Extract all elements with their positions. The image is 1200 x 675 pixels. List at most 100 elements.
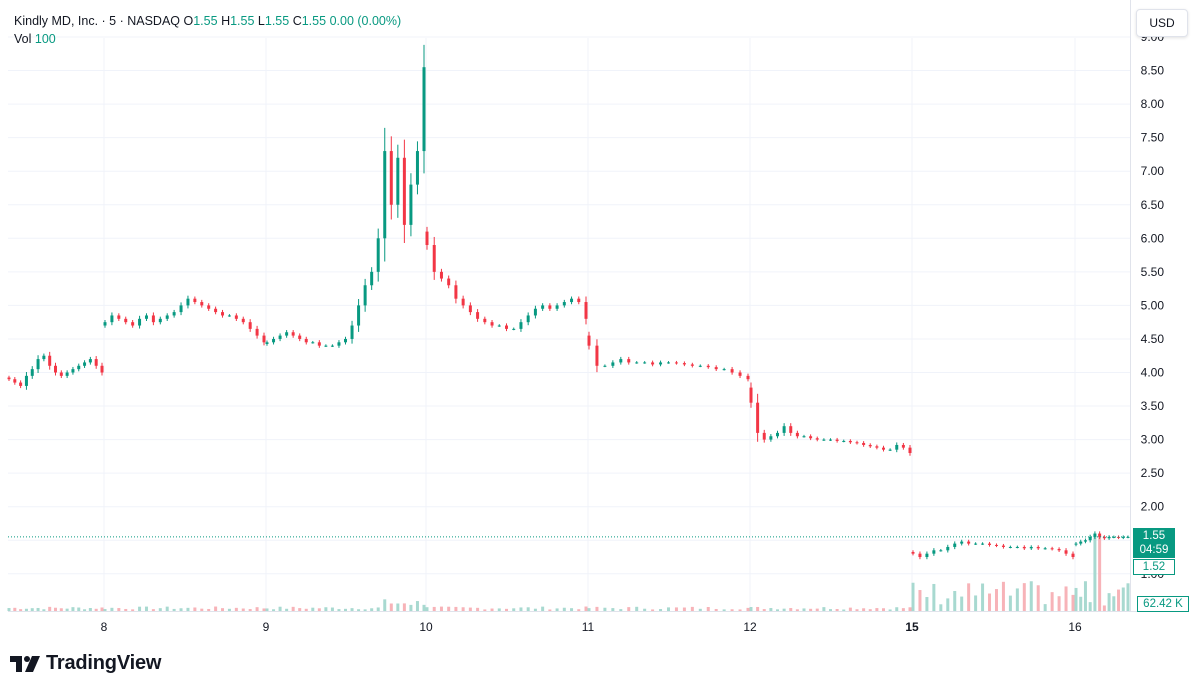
volume-bar — [186, 607, 190, 611]
volume-bar — [402, 603, 406, 611]
volume-bar — [789, 608, 793, 611]
candle-body — [117, 315, 121, 319]
volume-bar — [432, 606, 436, 611]
y-tick-label: 6.00 — [1141, 231, 1165, 245]
candle-body — [901, 444, 905, 448]
candle-body — [651, 362, 655, 365]
volume-bar — [1022, 583, 1026, 611]
volume-bar — [842, 609, 846, 611]
volume-bar — [875, 608, 879, 611]
currency-button[interactable]: USD — [1136, 9, 1188, 37]
volume-bar — [350, 608, 354, 611]
volume-bar — [635, 606, 639, 611]
y-tick-label: 8.00 — [1141, 97, 1165, 111]
candle-body — [932, 550, 936, 554]
candle-body — [179, 305, 183, 313]
volume-bar — [88, 608, 92, 611]
candle-body — [1029, 546, 1033, 549]
candle-body — [265, 342, 269, 344]
volume-bar — [324, 607, 328, 611]
candle-body — [722, 369, 726, 371]
candle-body — [415, 151, 419, 185]
volume-bar — [577, 609, 581, 611]
volume-bar — [584, 606, 588, 611]
candle-body — [570, 298, 574, 303]
candle-body — [19, 382, 23, 386]
candle-body — [304, 338, 308, 343]
candle-body — [946, 546, 950, 551]
candle-body — [994, 544, 998, 546]
candle-body — [842, 440, 846, 442]
candle-body — [262, 335, 266, 343]
candle-body — [497, 325, 501, 327]
volume-bar — [304, 608, 308, 611]
y-tick-label: 7.50 — [1141, 131, 1165, 145]
candle-body — [483, 318, 487, 323]
candle-body — [562, 302, 566, 306]
volume-bar — [587, 608, 591, 611]
volume-bar — [1126, 583, 1130, 611]
volume-bar — [981, 583, 985, 611]
volume-bar — [234, 607, 238, 611]
candle-body — [77, 365, 81, 370]
candle-body — [595, 345, 599, 366]
candle-body — [317, 342, 321, 346]
volume-bar — [519, 607, 523, 611]
volume-bar — [262, 608, 266, 611]
volume-bar — [526, 607, 530, 611]
y-tick-label: 2.00 — [1141, 500, 1165, 514]
candle-body — [918, 553, 922, 558]
candle-body — [383, 151, 387, 239]
candle-body — [1001, 545, 1005, 547]
volume-bar — [925, 597, 929, 611]
candle-body — [519, 322, 523, 329]
volume-bar — [918, 590, 922, 611]
candle-body — [822, 439, 826, 441]
candle-body — [396, 157, 400, 205]
candle-body — [809, 436, 813, 439]
candle-body — [855, 442, 859, 444]
volume-bar — [730, 609, 734, 611]
volume-bar — [815, 608, 819, 611]
candle-body — [42, 355, 46, 360]
open-label: O — [183, 14, 194, 28]
candle-body — [875, 446, 879, 448]
candle-body — [659, 362, 663, 365]
candle-body — [13, 379, 17, 383]
candle-body — [635, 362, 639, 364]
volume-bar — [690, 606, 694, 611]
candle-body — [1050, 548, 1054, 550]
low-label: L — [257, 14, 265, 28]
candle-body — [706, 365, 710, 368]
candle-body — [234, 315, 238, 319]
y-tick-label: 5.50 — [1141, 265, 1165, 279]
symbol-title[interactable]: Kindly MD, Inc. · 5 · NASDAQ — [14, 14, 181, 28]
volume-bar — [749, 607, 753, 611]
candle-body — [432, 245, 436, 272]
volume-bar — [619, 609, 623, 611]
candle-body — [490, 322, 494, 326]
volume-bar — [505, 608, 508, 611]
volume-bar — [1098, 536, 1102, 611]
candle-body — [769, 436, 773, 440]
volume-bar — [1050, 592, 1054, 611]
candle-body — [967, 541, 971, 544]
candle-body — [682, 363, 686, 365]
candle-body — [278, 335, 282, 339]
volume-bar — [782, 608, 786, 611]
volume-bar — [901, 608, 905, 611]
x-tick-label: 9 — [263, 620, 270, 634]
volume-bar — [1112, 596, 1116, 611]
x-tick-label: 10 — [419, 620, 433, 634]
candle-body — [272, 338, 276, 343]
volume-bar — [1107, 593, 1111, 611]
candle-body — [988, 543, 992, 545]
tradingview-logo[interactable]: TradingView — [10, 652, 161, 675]
candle-body — [30, 369, 34, 376]
candle-body — [738, 372, 742, 376]
candle-body — [363, 285, 367, 306]
candle-body — [730, 369, 734, 373]
candle-body — [409, 184, 413, 225]
candle-body — [221, 312, 225, 316]
